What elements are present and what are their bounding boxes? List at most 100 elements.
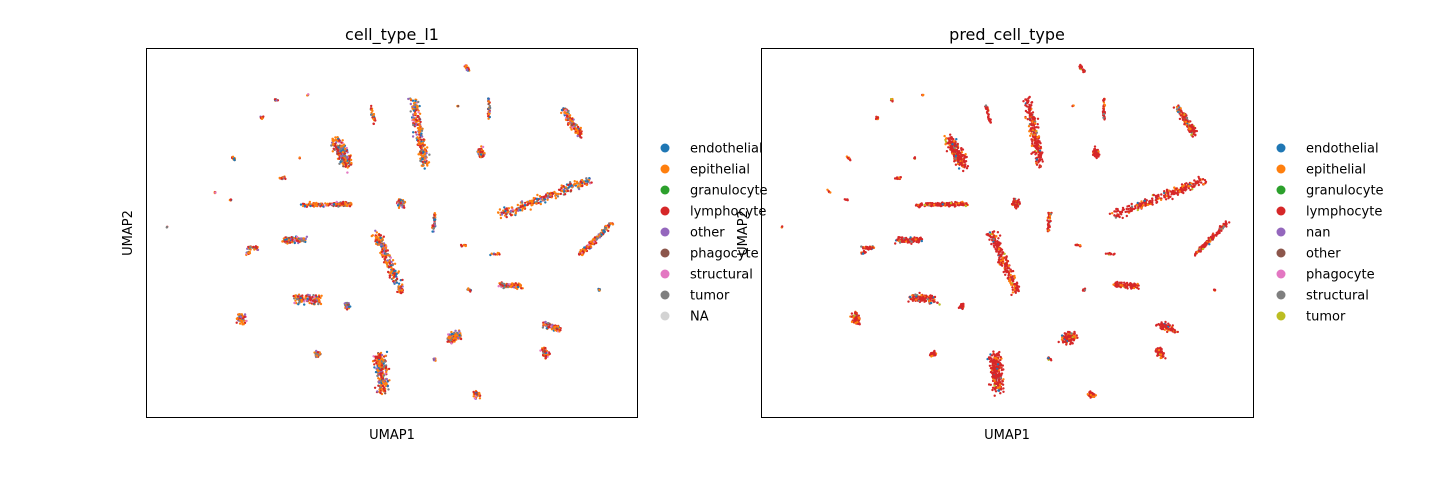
data-point	[1169, 190, 1172, 193]
data-point	[1112, 283, 1115, 286]
data-point	[421, 163, 425, 166]
data-point	[929, 301, 933, 305]
data-point	[564, 118, 568, 122]
data-point	[1041, 160, 1044, 163]
data-point	[289, 241, 292, 244]
data-point	[341, 157, 344, 160]
data-point	[546, 192, 549, 195]
legend-marker	[660, 164, 670, 174]
data-point	[559, 328, 562, 332]
data-point	[311, 299, 315, 302]
data-point	[506, 211, 509, 214]
data-point	[432, 227, 435, 230]
data-point	[546, 322, 550, 325]
data-point	[1010, 293, 1013, 297]
data-point	[1030, 138, 1033, 141]
data-point	[1134, 206, 1137, 210]
data-point	[936, 301, 939, 304]
data-point	[993, 388, 997, 391]
data-point	[519, 209, 522, 212]
data-point	[1156, 354, 1159, 357]
data-point	[910, 240, 913, 243]
legend-marker	[660, 206, 670, 216]
data-point	[1176, 330, 1180, 334]
data-point	[562, 188, 566, 191]
data-point	[414, 109, 418, 112]
data-point	[391, 259, 395, 262]
data-point	[384, 354, 387, 357]
data-point	[989, 383, 992, 386]
data-point	[1181, 118, 1185, 122]
data-point	[908, 241, 911, 244]
data-point	[433, 218, 436, 222]
data-point	[1034, 137, 1037, 140]
data-point	[557, 192, 560, 196]
data-point	[505, 207, 509, 210]
data-point	[1155, 200, 1159, 204]
data-point	[990, 242, 993, 246]
data-point	[374, 235, 378, 238]
data-point	[338, 162, 341, 165]
data-point	[850, 312, 854, 315]
data-point	[335, 200, 338, 204]
data-point	[991, 386, 995, 389]
data-point	[587, 243, 590, 247]
data-point	[991, 230, 994, 234]
data-point	[414, 112, 417, 115]
data-point	[433, 222, 436, 225]
data-point	[235, 321, 238, 324]
data-point	[535, 200, 539, 203]
data-point	[1171, 328, 1175, 331]
data-point	[1192, 132, 1195, 136]
data-point	[380, 375, 383, 379]
data-point	[370, 234, 373, 238]
data-point	[325, 203, 329, 206]
data-point	[373, 359, 376, 362]
data-point	[1000, 248, 1004, 251]
data-point	[510, 214, 513, 217]
data-point	[997, 389, 1000, 392]
data-point	[317, 298, 321, 301]
data-point	[412, 109, 416, 112]
data-point	[341, 151, 345, 154]
data-point	[903, 238, 907, 242]
data-point	[1191, 135, 1195, 138]
data-point	[1033, 122, 1037, 125]
data-point	[417, 142, 420, 146]
data-point	[1184, 189, 1187, 192]
data-point	[417, 111, 420, 114]
data-point	[1010, 276, 1013, 279]
data-point	[449, 339, 452, 342]
data-point	[544, 346, 547, 350]
data-point	[945, 150, 949, 153]
data-point	[1155, 324, 1158, 327]
data-point	[389, 256, 392, 259]
data-point	[1197, 249, 1201, 252]
data-point	[312, 294, 315, 297]
data-point	[1164, 198, 1168, 201]
data-point	[487, 100, 490, 103]
data-point	[957, 167, 961, 170]
legend-label: tumor	[690, 289, 730, 304]
data-point	[394, 274, 398, 278]
data-point	[295, 297, 299, 301]
data-point	[1064, 340, 1067, 343]
data-point	[318, 352, 322, 355]
data-point	[418, 104, 421, 108]
data-point	[996, 384, 1000, 387]
data-point	[421, 160, 424, 164]
data-point	[315, 204, 318, 208]
data-point	[254, 245, 258, 248]
data-point	[518, 283, 522, 286]
data-point	[415, 119, 418, 122]
data-point	[1113, 214, 1116, 217]
data-point	[1188, 124, 1192, 128]
data-point	[331, 137, 334, 140]
data-point	[387, 270, 390, 274]
data-point	[1036, 141, 1040, 144]
data-point	[344, 159, 347, 162]
data-point	[1033, 133, 1036, 136]
data-point	[964, 160, 968, 163]
data-point	[1154, 349, 1158, 352]
data-point	[1014, 291, 1017, 294]
